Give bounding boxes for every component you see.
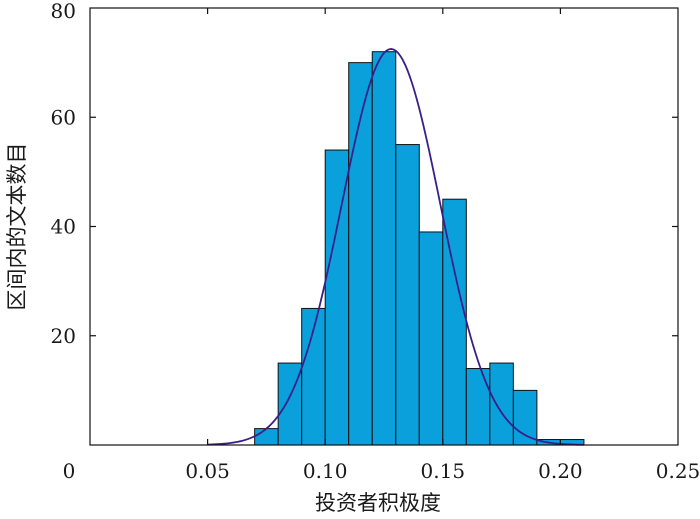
y-tick-label: 40: [51, 215, 76, 239]
x-tick-label: 0: [63, 459, 76, 483]
y-tick-label: 20: [51, 324, 76, 348]
histogram-bar: [254, 428, 279, 446]
histogram-bar: [512, 389, 538, 446]
x-tick-label: 0.15: [421, 459, 466, 483]
y-tick-label: 80: [51, 0, 76, 23]
x-axis-title: 投资者积极度: [315, 491, 441, 515]
y-axis-title: 区间内的文本数目: [5, 143, 29, 311]
x-tick-label: 0.05: [185, 459, 230, 483]
histogram-bar: [465, 368, 491, 446]
histogram-bars: [254, 51, 585, 446]
x-tick-label: 0.10: [303, 459, 348, 483]
histogram-bar: [418, 231, 444, 446]
x-tick-label: 0.20: [538, 459, 583, 483]
y-tick-label: 60: [51, 105, 76, 129]
x-tick-label: 0.25: [656, 459, 700, 483]
histogram-bar: [395, 144, 420, 446]
histogram-bar: [371, 51, 397, 446]
histogram-bar: [489, 362, 514, 446]
axis-tick-labels: 0 0.05 0.10 0.15 0.20 0.25 20 40 60 80: [51, 0, 700, 483]
normal-fit-curve: [207, 48, 584, 446]
histogram-bar: [324, 149, 350, 446]
axis-ticks: [90, 8, 678, 445]
